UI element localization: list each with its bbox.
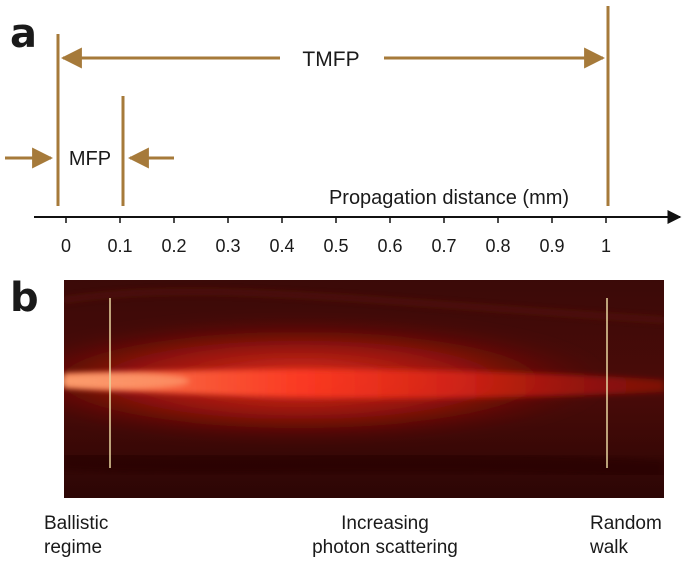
panel-a-label: a [10,11,37,57]
axis-tick-label: 0.1 [107,236,132,256]
caption-increasing-line2: photon scattering [312,537,458,558]
caption-ballistic-regime: Ballistic regime [44,512,108,560]
caption-increasing-line1: Increasing [341,513,429,534]
axis-ticks: 0 0.1 0.2 0.3 0.4 0.5 0.6 0.7 0.8 0.9 1 [61,217,611,256]
caption-ballistic-line2: regime [44,537,103,558]
axis-tick-label: 0.2 [161,236,186,256]
beam-photograph [64,280,664,498]
axis-tick-label: 0 [61,236,71,256]
caption-ballistic-line1: Ballistic [44,513,109,534]
axis-tick-label: 0.9 [539,236,564,256]
axis-tick-label: 0.5 [323,236,348,256]
axis-tick-label: 0.8 [485,236,510,256]
axis-title: Propagation distance (mm) [329,187,569,209]
mfp-label: MFP [69,148,111,170]
axis-tick-label: 0.6 [377,236,402,256]
panel-a: TMFP MFP Propagation distance (mm) 0 0.1 0… [5,6,682,256]
axis-tick-label: 1 [601,236,611,256]
caption-increasing-scattering: Increasing photon scattering [300,512,470,560]
caption-random-walk: Random walk [590,512,662,560]
caption-random-line1: Random [590,513,662,534]
tmfp-label: TMFP [302,48,359,71]
beam-core [64,369,664,398]
caption-random-line2: walk [590,537,629,558]
panel-b-label: b [10,275,39,321]
axis-tick-label: 0.4 [269,236,294,256]
axis-tick-label: 0.3 [215,236,240,256]
axis-tick-label: 0.7 [431,236,456,256]
